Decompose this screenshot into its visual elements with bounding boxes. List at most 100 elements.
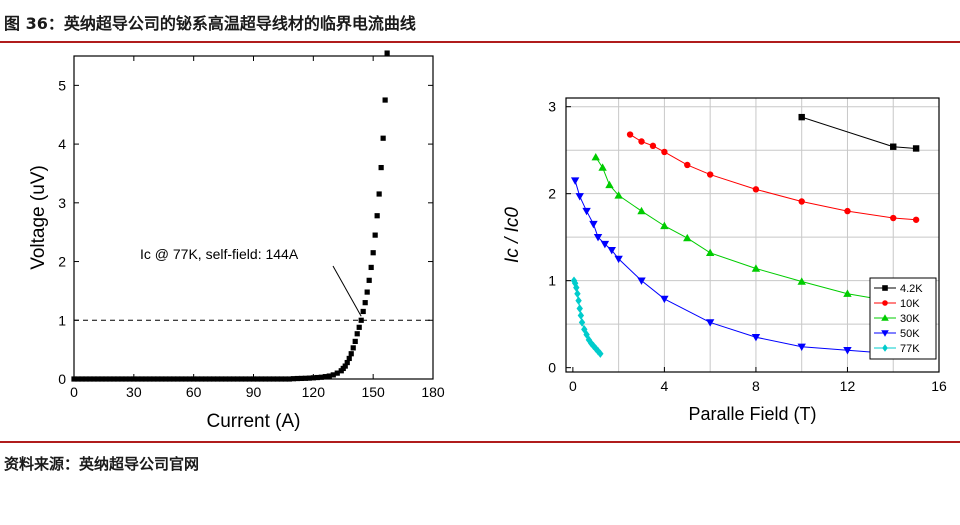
data-point (310, 375, 316, 381)
data-point (843, 289, 852, 297)
data-point (115, 376, 121, 382)
series-4.2K (798, 113, 920, 152)
data-point (207, 376, 213, 382)
series-77K (570, 276, 604, 358)
data-point (614, 191, 623, 199)
data-point (382, 97, 388, 103)
data-point (881, 314, 889, 321)
series-10K (626, 131, 920, 223)
figure-title: 图 36：英纳超导公司的铋系高温超导线材的临界电流曲线 (4, 14, 416, 33)
data-point (912, 216, 920, 223)
data-point (322, 374, 328, 380)
y-tick-label: 1 (548, 273, 556, 289)
data-point (250, 376, 257, 382)
y-tick-label: 3 (548, 99, 556, 115)
data-point (364, 289, 370, 295)
data-point (348, 351, 354, 357)
x-tick-label: 16 (931, 378, 947, 394)
data-point (882, 285, 888, 291)
series-line (629, 134, 917, 221)
data-point (797, 343, 806, 351)
data-point (751, 334, 761, 342)
data-point (203, 376, 209, 382)
data-point (342, 363, 348, 369)
data-point (581, 325, 588, 334)
data-point (358, 317, 364, 323)
data-point (344, 359, 350, 366)
x-tick-label: 4 (661, 378, 669, 394)
data-point (95, 376, 101, 382)
data-point (278, 376, 285, 382)
series-line (574, 180, 894, 355)
data-point (607, 247, 616, 255)
data-point (215, 376, 221, 382)
data-point (230, 376, 237, 382)
data-point (352, 338, 358, 345)
data-point (356, 324, 362, 330)
data-point (380, 135, 386, 141)
data-point (107, 376, 113, 382)
data-point (912, 145, 920, 152)
data-point (294, 375, 300, 382)
data-point (143, 376, 149, 382)
data-point (589, 220, 598, 229)
data-point (600, 240, 610, 249)
data-point (637, 277, 646, 285)
data-point (705, 319, 715, 327)
data-point (167, 376, 173, 382)
y-tick-label: 2 (548, 186, 556, 202)
data-point (582, 207, 591, 216)
top-divider (0, 41, 960, 43)
data-point (183, 376, 189, 382)
annotation-label: Ic @ 77K, self-field: 144A (140, 246, 299, 262)
data-point (661, 148, 668, 156)
data-point (384, 50, 390, 56)
data-point (290, 376, 296, 382)
data-point (199, 376, 205, 382)
data-point (573, 283, 580, 292)
x-tick-label: 0 (70, 384, 78, 400)
data-point (637, 206, 646, 215)
data-point (302, 375, 308, 381)
y-tick-label: 2 (58, 254, 66, 270)
y-tick-label: 1 (58, 312, 66, 328)
legend-label: 4.2K (900, 283, 923, 295)
y-tick-label: 0 (58, 371, 66, 387)
data-point (798, 198, 805, 205)
data-point (370, 250, 376, 256)
data-point (83, 376, 89, 382)
data-point (705, 248, 715, 257)
data-point (226, 376, 233, 382)
data-point (123, 376, 129, 382)
data-point (234, 376, 241, 382)
data-point (195, 376, 201, 382)
data-point (570, 177, 580, 185)
data-point (191, 376, 197, 382)
y-axis-title: Ic / Ic0 (502, 207, 523, 263)
data-point (238, 376, 245, 382)
data-point (87, 376, 93, 382)
data-point (890, 214, 897, 222)
data-point (79, 376, 85, 382)
data-point (71, 376, 77, 382)
data-point (135, 376, 141, 382)
data-point (354, 331, 360, 337)
data-point (282, 376, 289, 382)
y-tick-label: 3 (58, 195, 66, 211)
data-point (274, 376, 281, 382)
data-point (163, 376, 169, 382)
data-point (103, 376, 109, 382)
x-tick-label: 150 (361, 384, 385, 400)
data-point (660, 221, 669, 230)
data-point (798, 113, 805, 121)
data-point (576, 304, 583, 313)
x-tick-label: 120 (302, 384, 326, 400)
bottom-divider (0, 441, 960, 443)
legend-label: 30K (900, 313, 920, 325)
series-30K (591, 152, 898, 305)
data-point (131, 376, 137, 382)
data-point (326, 373, 332, 379)
data-point (147, 376, 153, 382)
data-point (360, 308, 366, 315)
